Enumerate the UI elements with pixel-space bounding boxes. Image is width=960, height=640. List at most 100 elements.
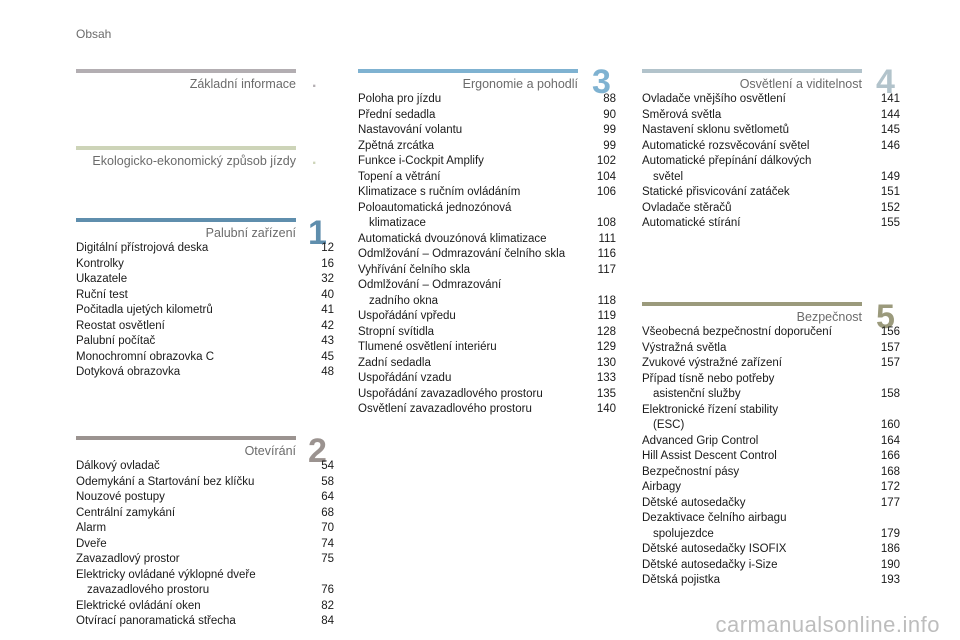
toc-entry[interactable]: Dveře 74 — [76, 537, 334, 553]
section-ergonomie: Ergonomie a pohodlí 3 Poloha pro jízdu 88… — [358, 65, 616, 429]
section-number: 5 — [876, 298, 895, 336]
toc-entry[interactable]: Vyhřívání čelního skla 117 — [358, 263, 616, 279]
toc-entry[interactable]: Automatické stírání 155 — [642, 216, 900, 232]
section-bar — [76, 436, 296, 440]
toc-entry[interactable]: Nastavování volantu 99 — [358, 123, 616, 139]
toc-entry-title: Dotyková obrazovka — [76, 366, 181, 378]
toc-entry[interactable]: Reostat osvětlení 42 — [76, 319, 334, 335]
toc-entry[interactable]: Otvírací panoramatická střecha 84 — [76, 614, 334, 630]
toc-entry[interactable]: Poloautomatická jednozónová klimatizace 10… — [358, 201, 616, 232]
toc-entry-page: 41 — [321, 304, 334, 316]
toc-entry-title: Reostat osvětlení — [76, 319, 165, 332]
toc-entry-title: Elektrické ovládání oken — [76, 599, 201, 612]
toc-entry[interactable]: Elektricky ovládané výklopné dveře zavaza… — [76, 568, 334, 599]
toc-entry[interactable]: Centrální zamykání 68 — [76, 506, 334, 522]
section-title[interactable]: Bezpečnost — [796, 310, 862, 324]
toc-entry[interactable]: Zadní sedadla 130 — [358, 356, 616, 372]
toc-entry[interactable]: Dezaktivace čelního airbagu spolujezdce 17… — [642, 511, 900, 542]
toc-entry-title: Dětské autosedačky — [642, 496, 746, 509]
toc-entry-page: 32 — [321, 273, 334, 285]
toc-entry-page: 75 — [321, 553, 334, 565]
section-title[interactable]: Základní informace — [189, 77, 296, 91]
toc-list: Poloha pro jízdu 88 Přední sedadla 90 Nastav… — [358, 92, 616, 418]
section-title[interactable]: Palubní zařízení — [205, 226, 296, 240]
section-title[interactable]: Osvětlení a viditelnost — [739, 77, 862, 91]
toc-entry[interactable]: Monochromní obrazovka C 45 — [76, 350, 334, 366]
toc-entry[interactable]: Hill Assist Descent Control 166 — [642, 449, 900, 465]
toc-entry[interactable]: Elektronické řízení stability (ESC) 160 — [642, 403, 900, 434]
toc-entry[interactable]: Zavazadlový prostor 75 — [76, 552, 334, 568]
toc-entry-title: Alarm — [76, 522, 107, 534]
toc-entry-title: Stropní svítidla — [358, 325, 435, 338]
toc-entry[interactable]: Tlumené osvětlení interiéru 129 — [358, 340, 616, 356]
toc-entry[interactable]: Automatické rozsvěcování světel 146 — [642, 139, 900, 155]
section-title[interactable]: Otevírání — [244, 444, 296, 458]
toc-entry[interactable]: Automatické přepínání dálkových světel 149 — [642, 154, 900, 185]
toc-entry-title: Airbagy — [642, 481, 681, 493]
toc-entry[interactable]: Stropní svítidla 128 — [358, 325, 616, 341]
toc-entry[interactable]: Výstražná světla 157 — [642, 341, 900, 357]
toc-entry[interactable]: Klimatizace s ručním ovládáním 106 — [358, 185, 616, 201]
toc-entry[interactable]: Dětské autosedačky ISOFIX 186 — [642, 542, 900, 558]
toc-entry[interactable]: Uspořádání vpředu 119 — [358, 309, 616, 325]
toc-entry[interactable]: Dotyková obrazovka 48 — [76, 365, 334, 381]
toc-entry[interactable]: Alarm 70 — [76, 521, 334, 537]
toc-entry-page: 106 — [596, 186, 616, 198]
toc-entry[interactable]: Dětské autosedačky 177 — [642, 496, 900, 512]
toc-entry[interactable]: Zvukové výstražné zařízení 157 — [642, 356, 900, 372]
toc-entry[interactable]: Směrová světla 144 — [642, 108, 900, 124]
toc-entry-page: 88 — [603, 93, 616, 105]
section-otevirani: Otevírání 2 Dálkový ovladač 54 Odemykání a… — [76, 434, 334, 627]
toc-entry[interactable]: Elektrické ovládání oken 82 — [76, 599, 334, 615]
watermark: carmanualsonline.info — [715, 612, 940, 637]
toc-entry-title: Klimatizace s ručním ovládáním — [358, 186, 521, 198]
section-marker: . — [312, 151, 317, 168]
section-bar — [76, 218, 296, 222]
toc-entry-title: Všeobecná bezpečnostní doporučení — [642, 326, 832, 338]
toc-entry[interactable]: Airbagy 172 — [642, 480, 900, 496]
toc-entry-title: Monochromní obrazovka C — [76, 350, 215, 363]
toc-entry[interactable]: Ovladače vnějšího osvětlení 141 — [642, 92, 900, 108]
toc-entry[interactable]: Všeobecná bezpečnostní doporučení 156 — [642, 325, 900, 341]
toc-entry[interactable]: Automatická dvouzónová klimatizace 111 — [358, 232, 616, 248]
toc-entry[interactable]: Uspořádání vzadu 133 — [358, 371, 616, 387]
toc-entry-title-continued: zavazadlového prostoru — [87, 584, 210, 596]
toc-entry[interactable]: Nastavení sklonu světlometů 145 — [642, 123, 900, 139]
toc-entry[interactable]: Kontrolky 16 — [76, 257, 334, 273]
toc-entry[interactable]: Případ tísně nebo potřeby asistenční služ… — [642, 372, 900, 403]
toc-entry[interactable]: Dětská pojistka 193 — [642, 573, 900, 589]
toc-entry-page: 108 — [596, 217, 616, 229]
toc-entry[interactable]: Ukazatele 32 — [76, 272, 334, 288]
toc-entry[interactable]: Odemykání a Startování bez klíčku 58 — [76, 475, 334, 491]
toc-entry[interactable]: Bezpečnostní pásy 168 — [642, 465, 900, 481]
toc-entry[interactable]: Digitální přístrojová deska 12 — [76, 241, 334, 257]
toc-entry-title: Automatické přepínání dálkových — [642, 155, 812, 167]
section-title[interactable]: Ergonomie a pohodlí — [462, 77, 578, 91]
toc-entry[interactable]: Odmlžování – Odmrazování čelního skla 116 — [358, 247, 616, 263]
toc-entry[interactable]: Osvětlení zavazadlového prostoru 140 — [358, 402, 616, 418]
section-ekologicko: Ekologicko-ekonomický způsob jízdy . — [76, 146, 336, 176]
toc-entry[interactable]: Funkce i-Cockpit Amplify 102 — [358, 154, 616, 170]
toc-entry-page: 145 — [880, 124, 900, 136]
toc-entry[interactable]: Odmlžování – Odmrazování zadního okna 118 — [358, 278, 616, 309]
toc-entry[interactable]: Ovladače stěračů 152 — [642, 201, 900, 217]
toc-entry[interactable]: Uspořádání zavazadlového prostoru 135 — [358, 387, 616, 403]
toc-entry[interactable]: Nouzové postupy 64 — [76, 490, 334, 506]
toc-entry[interactable]: Statické přisvicování zatáček 151 — [642, 185, 900, 201]
toc-entry[interactable]: Palubní počítač 43 — [76, 334, 334, 350]
toc-entry-title-continued: klimatizace — [369, 217, 426, 229]
toc-entry-title: Elektricky ovládané výklopné dveře — [76, 568, 256, 581]
section-title[interactable]: Ekologicko-ekonomický způsob jízdy — [92, 154, 296, 168]
toc-entry[interactable]: Ruční test 40 — [76, 288, 334, 304]
toc-entry[interactable]: Advanced Grip Control 164 — [642, 434, 900, 450]
toc-entry[interactable]: Dětské autosedačky i-Size 190 — [642, 558, 900, 574]
toc-entry-page: 90 — [603, 108, 616, 121]
toc-entry[interactable]: Počitadla ujetých kilometrů 41 — [76, 303, 334, 319]
toc-entry[interactable]: Poloha pro jízdu 88 — [358, 92, 616, 108]
toc-entry[interactable]: Dálkový ovladač 54 — [76, 459, 334, 475]
toc-entry[interactable]: Topení a větrání 104 — [358, 170, 616, 186]
section-osvetleni: Osvětlení a viditelnost 4 Ovladače vnějš… — [642, 65, 900, 239]
toc-entry[interactable]: Přední sedadla 90 — [358, 108, 616, 124]
toc-entry[interactable]: Zpětná zrcátka 99 — [358, 139, 616, 155]
toc-entry-page: 42 — [321, 319, 334, 332]
